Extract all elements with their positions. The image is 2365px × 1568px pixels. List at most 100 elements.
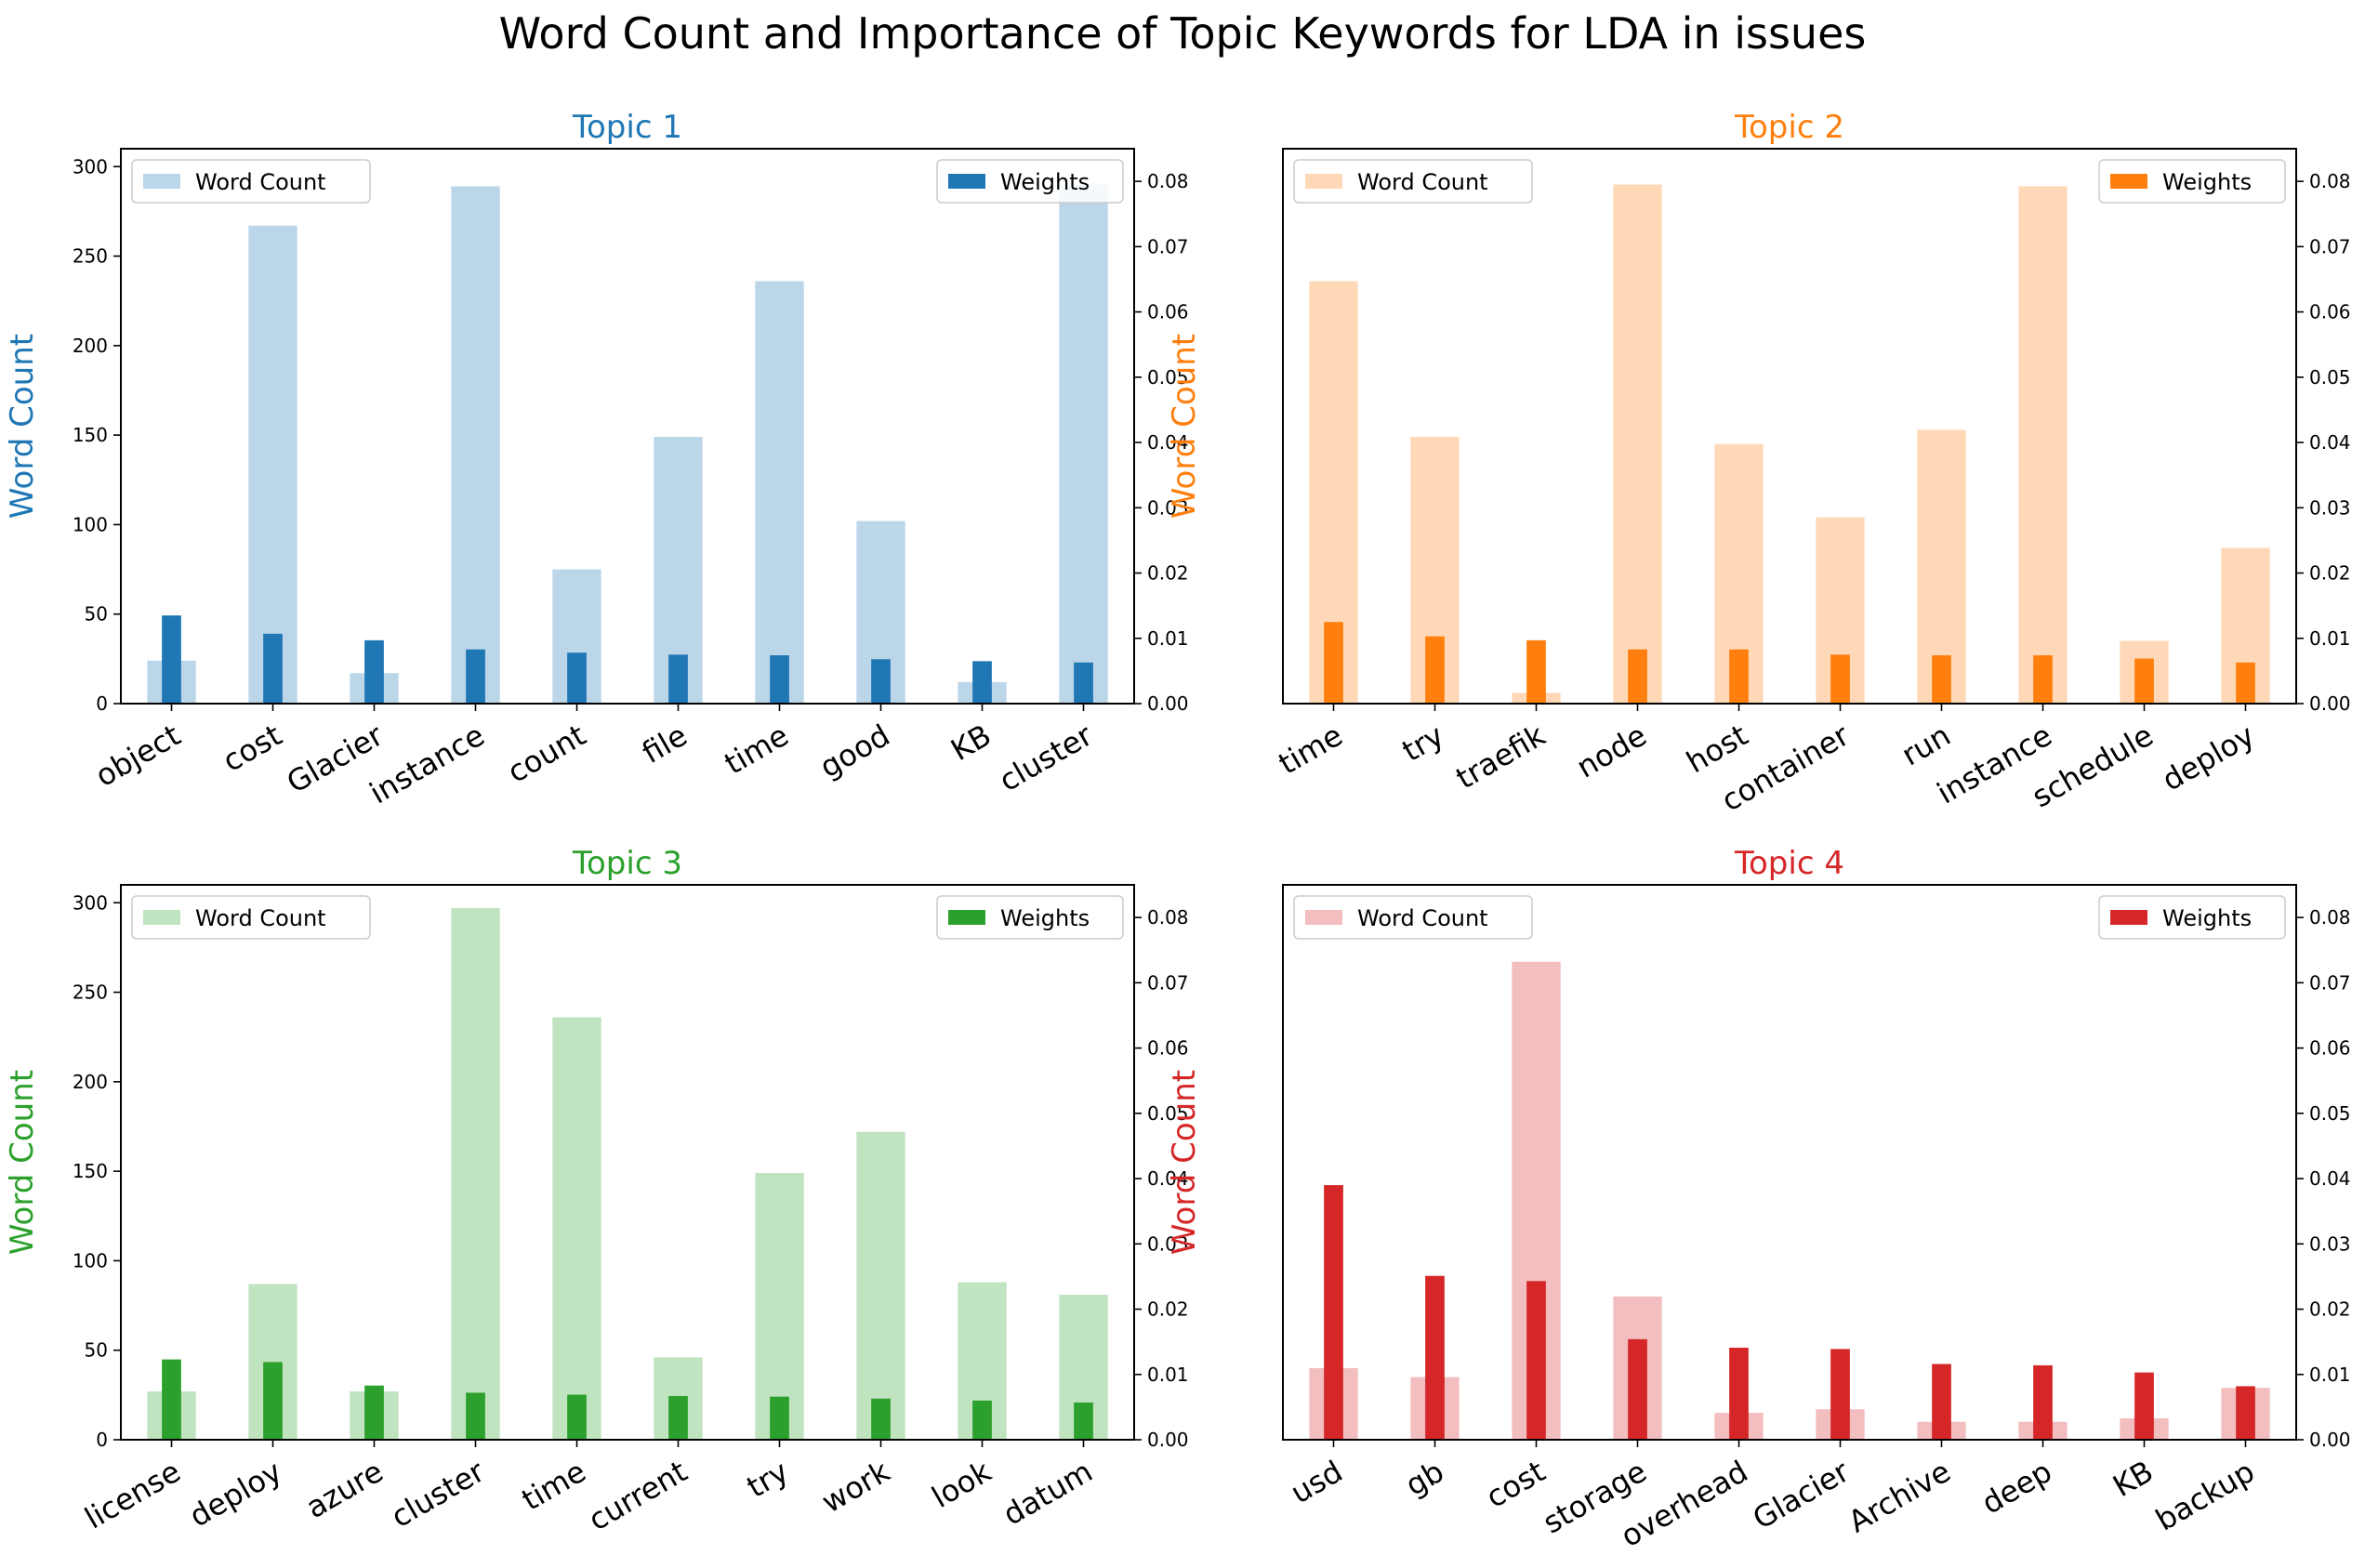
x-tick-label: license: [79, 1454, 187, 1536]
weight-bar: [770, 1396, 789, 1440]
legend-frame: [2098, 895, 2286, 940]
right-tick-label: 0.06: [1147, 1037, 1189, 1060]
weight-bar: [1628, 1338, 1647, 1440]
right-tick-label: 0.08: [1147, 170, 1189, 192]
right-tick-label: 0.04: [2309, 1167, 2351, 1190]
x-tick-label: try: [741, 1454, 795, 1505]
x-tick-label: time: [719, 718, 795, 782]
right-tick-label: 0.08: [1147, 906, 1189, 929]
left-tick-label: 200: [73, 335, 108, 357]
weight-bar: [263, 633, 283, 704]
legend-weights: Weights: [2098, 895, 2286, 940]
right-tick-label: 0.07: [1147, 235, 1189, 257]
x-tick-label: datum: [998, 1454, 1099, 1533]
left-tick-label: 200: [73, 1071, 108, 1093]
right-tick-label: 0.04: [1147, 431, 1189, 454]
legend-label-weights: Weights: [2162, 905, 2252, 931]
right-tick-label: 0.04: [2309, 431, 2351, 454]
axes-frame: [120, 884, 1135, 1441]
axes-frame: [120, 148, 1135, 705]
left-tick-label: 300: [73, 155, 108, 178]
weight-bar: [1425, 1275, 1445, 1440]
x-tick-label: KB: [2107, 1454, 2159, 1504]
x-tick-label: traefik: [1450, 718, 1552, 797]
right-tick-label: 0.02: [2309, 562, 2351, 585]
weight-bar: [1324, 1185, 1343, 1440]
figure-title: Word Count and Importance of Topic Keywo…: [499, 8, 1867, 59]
y-axis-label: Word Count: [1166, 1070, 1203, 1255]
axes-frame: [1282, 884, 2297, 1441]
x-tick-label: KB: [945, 718, 997, 768]
weight-bar: [364, 639, 384, 704]
legend-word-count: Word Count: [131, 159, 371, 204]
legend-word-count: Word Count: [131, 895, 371, 940]
subplot-1: 0 50 100 150 200 250 300 0.00 0.01 0.02 0.03 0.04 0.…: [4, 109, 1189, 810]
weight-bar: [1830, 654, 1850, 704]
count-bar: [1613, 184, 1662, 705]
x-tick-label: host: [1681, 718, 1754, 780]
legend-word-count: Word Count: [1293, 159, 1533, 204]
legend-swatch-count: [143, 174, 180, 189]
right-tick-label: 0.00: [1147, 692, 1189, 715]
legend-label-weights: Weights: [2162, 169, 2252, 195]
legend-label-count: Word Count: [1357, 169, 1488, 195]
count-bar: [552, 1017, 601, 1440]
right-tick-label: 0.02: [1147, 1298, 1189, 1321]
legend-swatch-weights: [2110, 910, 2147, 925]
subplot-3: 0 50 100 150 200 250 300 0.00 0.01 0.02 0.03 0.04 0.…: [4, 845, 1189, 1537]
right-tick-label: 0.05: [1147, 366, 1189, 389]
left-tick-label: 250: [73, 245, 108, 268]
weight-bar: [972, 1400, 992, 1440]
weight-bar: [1932, 1364, 1951, 1440]
x-tick-label: Glacier: [1747, 1453, 1856, 1536]
x-tick-label: cluster: [385, 1453, 491, 1535]
right-tick-label: 0.05: [1147, 1102, 1189, 1125]
right-tick-label: 0.01: [1147, 627, 1189, 650]
weight-bar: [1324, 622, 1343, 704]
left-tick-label: 100: [73, 1249, 108, 1272]
weight-bar: [668, 654, 688, 704]
right-tick-label: 0.05: [2309, 1102, 2351, 1125]
right-tick-label: 0.07: [2309, 971, 2351, 994]
x-tick-label: node: [1570, 718, 1652, 785]
subplot-title: Topic 1: [572, 109, 682, 146]
x-tick-label: deep: [1975, 1454, 2057, 1522]
count-bar: [451, 186, 500, 704]
left-tick-label: 300: [73, 891, 108, 914]
weight-bar: [2033, 1364, 2053, 1440]
left-tick-label: 100: [73, 513, 108, 535]
weight-bar: [1729, 649, 1749, 704]
weight-bar: [2134, 658, 2154, 704]
right-tick-label: 0.06: [2309, 1037, 2351, 1060]
legend-word-count: Word Count: [1293, 895, 1533, 940]
count-bar: [2018, 186, 2068, 704]
weight-bar: [2236, 1386, 2255, 1440]
right-tick-label: 0.00: [1147, 1429, 1189, 1451]
legend-label-count: Word Count: [195, 905, 326, 931]
x-tick-label: current: [583, 1454, 694, 1538]
weight-bar: [2033, 655, 2053, 704]
legend-label-count: Word Count: [1357, 905, 1488, 931]
legend-swatch-count: [143, 910, 180, 925]
subplot-2: 0.00 0.01 0.02 0.03 0.04 0.05 0.06 0.07 0.08 time…: [1166, 109, 2351, 819]
right-tick-label: 0.01: [1147, 1364, 1189, 1386]
left-tick-label: 0: [96, 692, 108, 715]
left-tick-label: 50: [85, 1339, 108, 1362]
x-tick-label: cluster: [993, 717, 1099, 798]
right-tick-label: 0.00: [2309, 1429, 2351, 1451]
x-tick-label: file: [636, 718, 693, 771]
y-axis-label: Word Count: [4, 334, 41, 519]
weight-bar: [668, 1395, 688, 1440]
weight-bar: [2134, 1372, 2154, 1440]
weight-bar: [466, 1392, 485, 1440]
right-tick-label: 0.03: [1147, 496, 1189, 519]
weight-bar: [567, 652, 587, 704]
weight-bar: [871, 1398, 891, 1440]
legend-label-weights: Weights: [1000, 169, 1090, 195]
legend-swatch-weights: [2110, 174, 2147, 189]
count-bar: [856, 1131, 905, 1440]
right-tick-label: 0.08: [2309, 906, 2351, 929]
right-tick-label: 0.06: [2309, 301, 2351, 323]
weight-bar: [1526, 1281, 1546, 1440]
right-tick-label: 0.00: [2309, 692, 2351, 715]
